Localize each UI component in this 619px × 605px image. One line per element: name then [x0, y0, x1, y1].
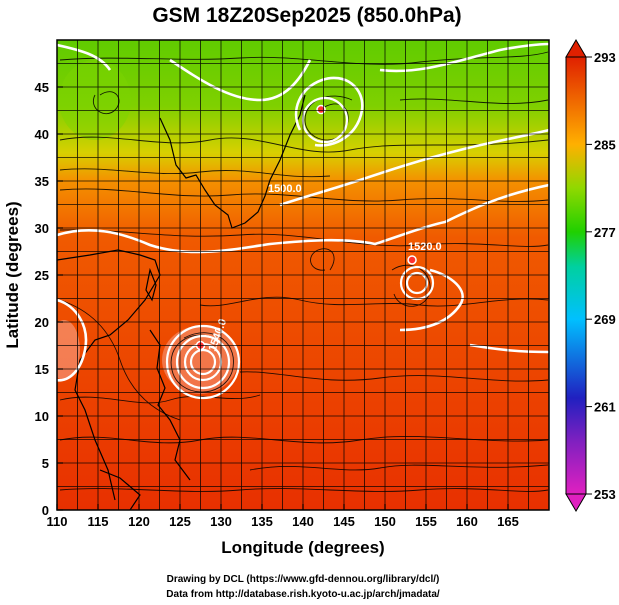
- streamline: [199, 296, 549, 307]
- colorbar-tick-label: 269: [594, 312, 616, 327]
- typhoon-ring: [399, 265, 435, 301]
- colorbar-min-arrow: [565, 493, 587, 512]
- typhoon-ring: [405, 271, 429, 295]
- x-tick-label: 110: [47, 514, 68, 529]
- x-tick-label: 120: [128, 514, 150, 529]
- streamline: [399, 98, 549, 104]
- colorbar: 253 261 269 277 285 293: [565, 39, 616, 512]
- cyclone-center-marker: [316, 104, 326, 115]
- x-tick-label: 135: [251, 514, 273, 529]
- colorbar-tick-label: 261: [594, 400, 616, 415]
- y-tick-label: 35: [35, 174, 49, 189]
- plot-area: 1500.0 1520.0 1540.0: [57, 40, 549, 510]
- contour-line: [169, 58, 312, 102]
- x-tick-label: 160: [456, 514, 478, 529]
- colorbar-tick-label: 293: [594, 50, 616, 65]
- height-contours: [57, 42, 549, 382]
- contour-line: [379, 42, 549, 73]
- chart-title: GSM 18Z20Sep2025 (850.0hPa): [152, 4, 461, 27]
- contour-line: [279, 128, 549, 207]
- gridlines: [57, 40, 549, 510]
- cyclone-center-marker: [407, 255, 417, 265]
- contour-line: [469, 343, 549, 354]
- x-tick-label: 150: [374, 514, 396, 529]
- x-axis: 110 115 120 125 130 135 140 145 150 155 160 165: [47, 504, 519, 529]
- warm-core-south-china: [57, 320, 80, 380]
- streamline: [310, 248, 335, 271]
- typhoon-ring: [165, 324, 241, 400]
- credit-line-1: Drawing by DCL (https://www.gfd-dennou.o…: [167, 574, 440, 585]
- x-tick-label: 115: [88, 514, 109, 529]
- colorbar-max-arrow: [565, 39, 587, 58]
- contour-line: [399, 268, 464, 332]
- contour-line: [57, 183, 549, 254]
- contour-label-1520: 1520.0: [408, 241, 442, 253]
- colorbar-tick-label: 253: [594, 487, 616, 502]
- streamline: [59, 488, 549, 492]
- y-tick-label: 10: [35, 409, 49, 424]
- coastline-mainland: [57, 249, 161, 501]
- typhoon-ring: [189, 348, 217, 376]
- streamline: [59, 168, 331, 178]
- y-tick-label: 5: [42, 456, 49, 471]
- cool-pocket-north: [59, 60, 131, 140]
- y-tick-label: 20: [35, 315, 49, 330]
- colorbar-gradient: [565, 56, 587, 495]
- streamline: [239, 371, 549, 382]
- streamline: [391, 264, 431, 307]
- credit-line-2: Data from http://database.rish.kyoto-u.a…: [166, 589, 440, 600]
- y-tick-label: 45: [35, 80, 49, 95]
- x-tick-label: 165: [497, 514, 519, 529]
- x-tick-label: 130: [210, 514, 232, 529]
- y-axis: 0 5 10 15 20 25 30 35 40 45: [35, 80, 63, 518]
- typhoon-ring: [175, 334, 231, 390]
- y-axis-label: Latitude (degrees): [3, 201, 22, 348]
- y-tick-label: 15: [35, 362, 49, 377]
- colorbar-tick-label: 277: [594, 225, 616, 240]
- y-tick-label: 40: [35, 127, 49, 142]
- contour-line: [57, 43, 112, 71]
- y-tick-label: 25: [35, 268, 49, 283]
- coastline-taiwan: [145, 267, 157, 302]
- streamline: [92, 91, 120, 115]
- typhoon-rings: [165, 96, 435, 400]
- streamline: [59, 51, 549, 65]
- x-tick-label: 125: [169, 514, 191, 529]
- streamline: [59, 299, 181, 421]
- streamline: [59, 229, 549, 247]
- x-tick-label: 145: [333, 514, 355, 529]
- streamline: [59, 394, 261, 404]
- x-tick-label: 155: [415, 514, 437, 529]
- contour-line: [294, 76, 364, 147]
- coastline-philippines: [149, 329, 191, 481]
- contour-line: [57, 298, 88, 382]
- x-axis-label: Longitude (degrees): [221, 538, 384, 557]
- y-tick-label: 30: [35, 221, 49, 236]
- contour-label-1500: 1500.0: [268, 183, 302, 195]
- colorbar-tick-label: 285: [594, 137, 616, 152]
- x-tick-label: 140: [292, 514, 314, 529]
- y-tick-label: 0: [42, 503, 49, 518]
